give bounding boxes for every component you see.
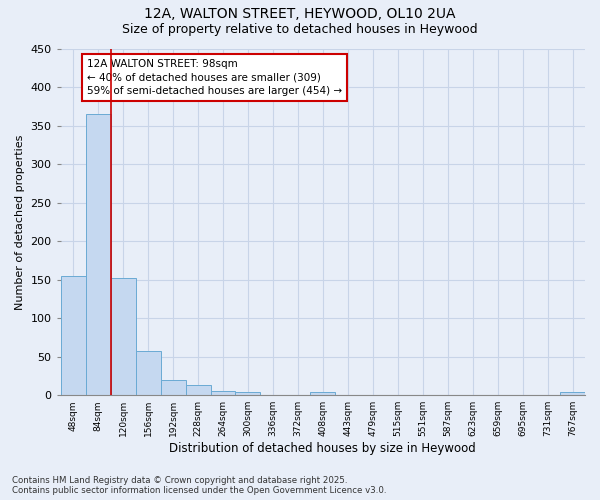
- Bar: [61, 276, 86, 395]
- Bar: [560, 392, 585, 395]
- Bar: [185, 385, 211, 395]
- Text: Contains HM Land Registry data © Crown copyright and database right 2025.
Contai: Contains HM Land Registry data © Crown c…: [12, 476, 386, 495]
- Bar: [110, 278, 136, 395]
- Y-axis label: Number of detached properties: Number of detached properties: [15, 134, 25, 310]
- X-axis label: Distribution of detached houses by size in Heywood: Distribution of detached houses by size …: [169, 442, 476, 455]
- Text: 12A WALTON STREET: 98sqm
← 40% of detached houses are smaller (309)
59% of semi-: 12A WALTON STREET: 98sqm ← 40% of detach…: [87, 60, 342, 96]
- Text: 12A, WALTON STREET, HEYWOOD, OL10 2UA: 12A, WALTON STREET, HEYWOOD, OL10 2UA: [144, 8, 456, 22]
- Text: Size of property relative to detached houses in Heywood: Size of property relative to detached ho…: [122, 22, 478, 36]
- Bar: [86, 114, 110, 395]
- Bar: [310, 392, 335, 395]
- Bar: [211, 392, 235, 395]
- Bar: [161, 380, 185, 395]
- Bar: [136, 352, 161, 395]
- Bar: [235, 392, 260, 395]
